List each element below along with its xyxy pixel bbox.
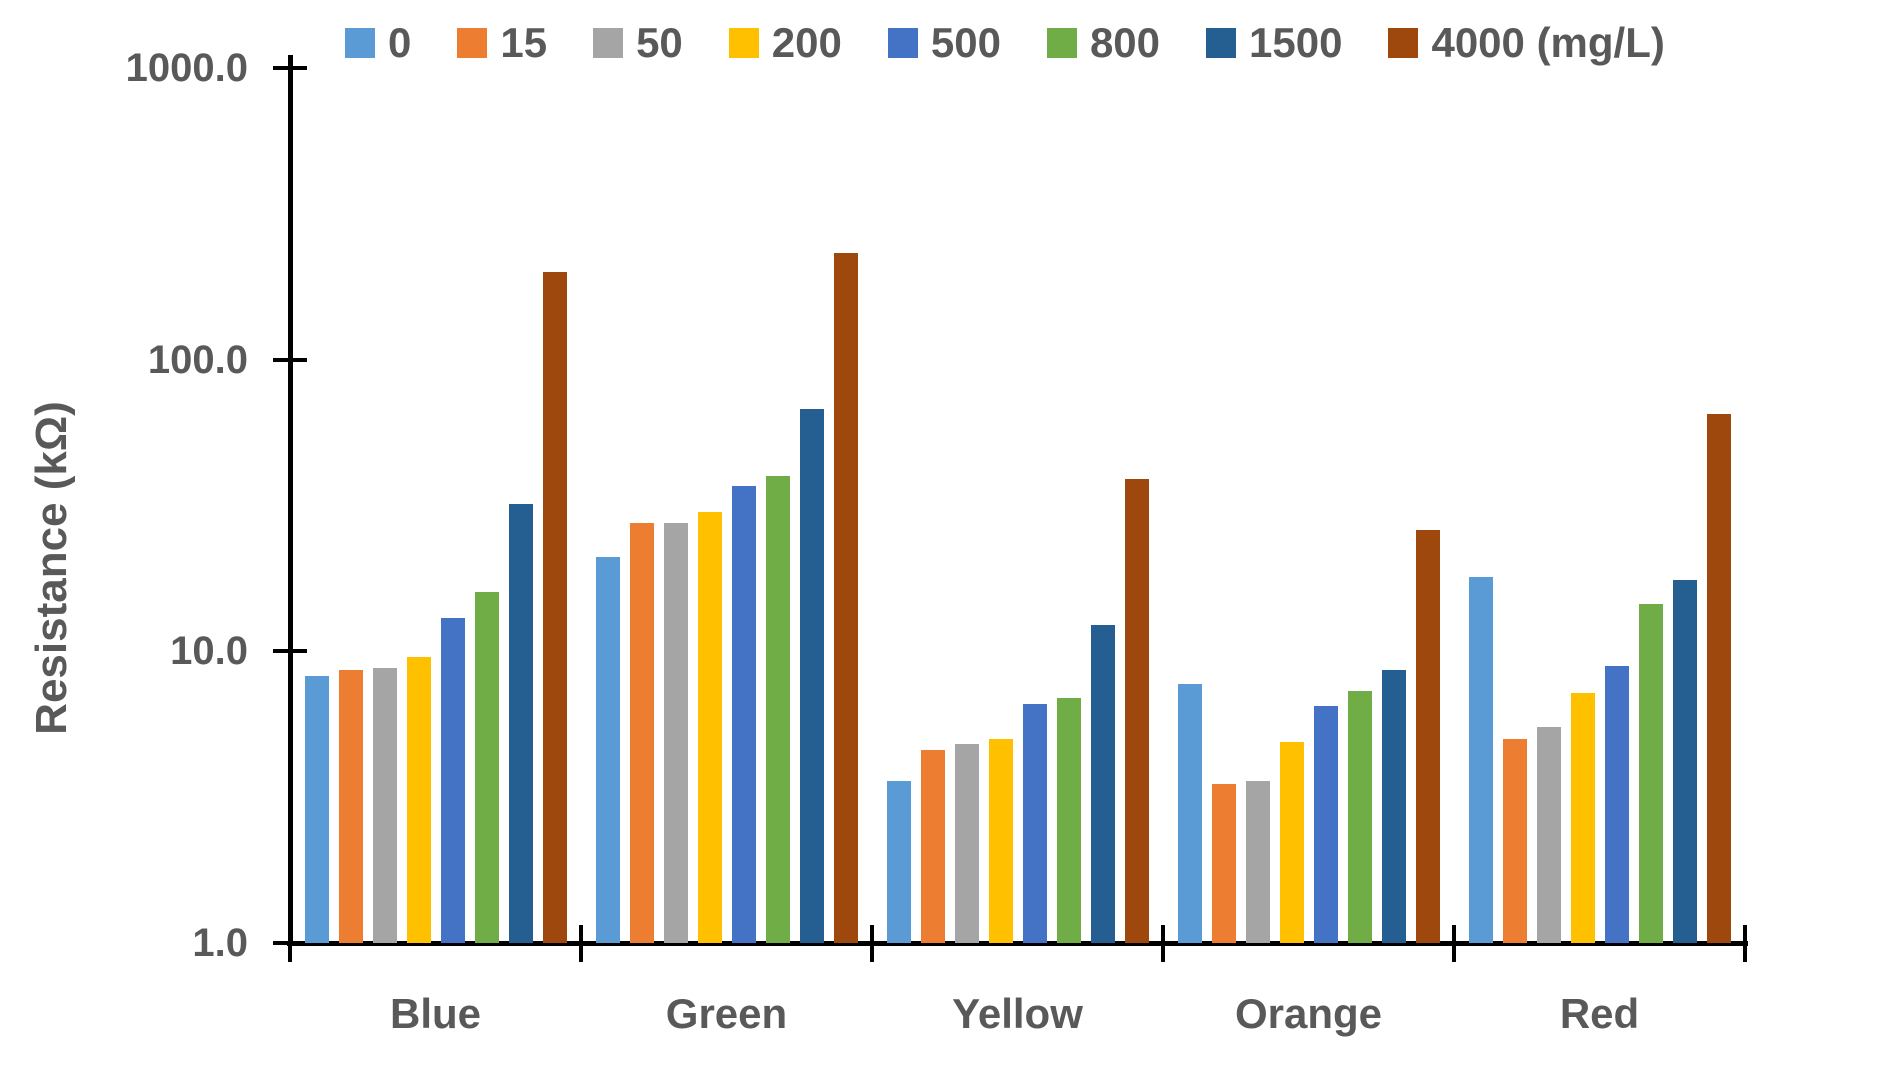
bar-orange-4000 (1415, 530, 1440, 943)
bar-green-200 (697, 512, 722, 943)
legend-label: 50 (636, 19, 683, 66)
x-axis-tick (1743, 925, 1747, 962)
legend-label: 800 (1089, 19, 1161, 66)
legend-item: 50 (593, 22, 683, 64)
bar-yellow-4000 (1124, 478, 1149, 943)
x-axis-tick (1452, 925, 1456, 962)
bar-red-15 (1502, 739, 1527, 943)
bar-red-1500 (1672, 580, 1697, 943)
legend-swatch-icon (457, 28, 488, 58)
bar-yellow-200 (988, 739, 1013, 943)
bar-blue-200 (406, 656, 431, 943)
y-tick-label: 100.0 (147, 337, 248, 382)
legend: 0 15 50 200 500 800 1500 4000 (mg/L) (345, 22, 1665, 64)
x-axis-tick (579, 925, 583, 962)
y-axis-title: Resistance (kΩ) (27, 401, 76, 735)
y-tick-label: 1.0 (192, 921, 248, 965)
y-axis-tick (273, 649, 307, 654)
bar-green-4000 (833, 253, 858, 943)
y-axis-tick (273, 357, 307, 362)
bar-group (1454, 414, 1745, 943)
x-axis-tick (1161, 925, 1165, 962)
legend-label: 1500 (1249, 19, 1343, 66)
bar-orange-800 (1347, 691, 1372, 943)
x-category-label: Orange (1234, 990, 1383, 1037)
bar-orange-1500 (1381, 670, 1406, 943)
legend-label: 4000 (mg/L) (1431, 19, 1665, 66)
bar-blue-500 (440, 618, 465, 943)
bar-group (872, 478, 1163, 943)
bar-orange-50 (1245, 780, 1270, 943)
x-axis-tick (288, 925, 292, 962)
bar-yellow-0 (886, 780, 911, 943)
bar-orange-15 (1211, 784, 1236, 943)
bar-yellow-800 (1056, 698, 1081, 943)
bar-blue-800 (474, 591, 499, 943)
x-axis-line (287, 940, 1748, 946)
bar-green-0 (595, 557, 620, 943)
bar-green-50 (663, 523, 688, 943)
legend-swatch-icon (593, 28, 624, 58)
legend-label: 500 (930, 19, 1001, 66)
legend-item: 800 (1046, 19, 1161, 66)
bar-blue-50 (372, 667, 397, 943)
legend-item: 0 (345, 22, 411, 64)
bar-green-1500 (799, 408, 824, 943)
bar-orange-500 (1313, 705, 1338, 943)
bar-orange-200 (1279, 741, 1304, 943)
legend-label: 200 (771, 19, 842, 66)
bar-red-0 (1468, 576, 1493, 943)
bar-group (1163, 530, 1454, 943)
bar-blue-15 (338, 670, 363, 943)
bar-yellow-15 (920, 749, 945, 943)
legend-swatch-icon (1206, 28, 1237, 58)
bar-yellow-500 (1022, 703, 1047, 943)
x-axis-tick (870, 925, 874, 962)
bar-yellow-1500 (1090, 625, 1115, 943)
bar-green-15 (629, 523, 654, 943)
legend-swatch-icon (728, 28, 759, 58)
bar-blue-4000 (542, 271, 567, 943)
legend-swatch-icon (1046, 28, 1077, 58)
legend-item: 1500 (1206, 22, 1342, 64)
bar-group (581, 253, 872, 943)
y-tick-label: 1000.0 (125, 46, 248, 90)
legend-item: 500 (887, 19, 1001, 66)
bar-red-50 (1536, 727, 1561, 943)
y-tick-label: 10.0 (170, 629, 248, 674)
legend-swatch-icon (345, 28, 375, 58)
bar-group (290, 271, 581, 943)
x-category-label: Red (1559, 990, 1640, 1037)
legend-item: 15 (457, 22, 547, 64)
legend-label: 15 (500, 19, 548, 66)
y-axis-line (287, 55, 293, 945)
x-category-label: Yellow (952, 990, 1083, 1037)
x-category-label: Blue (389, 990, 481, 1037)
legend-item: 4000 (mg/L) (1388, 19, 1665, 66)
y-axis-tick (273, 66, 307, 70)
bar-red-200 (1570, 692, 1595, 943)
bar-red-4000 (1706, 414, 1731, 943)
bar-red-800 (1638, 604, 1663, 943)
bar-yellow-50 (954, 744, 979, 943)
bar-orange-0 (1177, 684, 1202, 943)
bar-red-500 (1604, 666, 1629, 943)
legend-label: 0 (388, 19, 412, 66)
bar-blue-1500 (508, 504, 533, 943)
legend-item: 200 (728, 19, 842, 66)
bar-green-500 (731, 485, 756, 943)
legend-swatch-icon (887, 28, 918, 58)
bar-green-800 (765, 475, 790, 943)
x-category-label: Green (665, 990, 788, 1037)
bar-blue-0 (304, 676, 329, 943)
legend-swatch-icon (1388, 28, 1419, 58)
